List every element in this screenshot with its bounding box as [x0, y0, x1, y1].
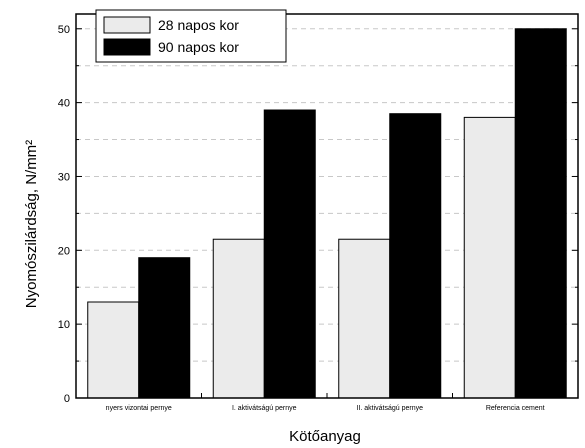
x-category-label: I. aktivátságú pernye	[232, 405, 297, 412]
y-tick-label: 30	[58, 171, 70, 183]
bar-90-1	[263, 109, 316, 399]
x-axis-title: Kötőanyag	[289, 428, 361, 445]
y-axis-title: Nyomószilárdság, N/mm²	[23, 140, 40, 308]
y-tick-label: 20	[58, 245, 70, 257]
bar-90-3	[514, 28, 567, 399]
x-category-label: Referencia cement	[486, 405, 545, 412]
bar-90-0	[138, 257, 191, 399]
bar-28-1	[212, 238, 265, 399]
y-tick-label: 10	[58, 319, 70, 331]
y-tick-label: 0	[64, 393, 70, 405]
bar-90-2	[389, 113, 442, 399]
bar-28-3	[463, 116, 516, 399]
y-tick-label: 50	[58, 24, 70, 36]
x-axis: nyers vizontai pernye I. aktivátságú pern…	[106, 393, 545, 412]
legend-swatch-28	[103, 16, 151, 34]
legend-label-90: 90 napos kor	[158, 39, 239, 55]
x-category-label: II. aktivátságú pernye	[356, 405, 423, 412]
y-tick-label: 40	[58, 98, 70, 110]
x-category-label: nyers vizontai pernye	[106, 405, 172, 412]
bars	[87, 28, 567, 399]
y-axis: 0 10 20 30 40 50	[58, 24, 578, 405]
legend-label-28: 28 napos kor	[158, 17, 239, 33]
legend: 28 napos kor 90 napos kor	[95, 9, 287, 63]
legend-swatch-90	[103, 38, 151, 56]
bar-28-2	[338, 238, 391, 399]
bar-28-0	[87, 301, 140, 399]
